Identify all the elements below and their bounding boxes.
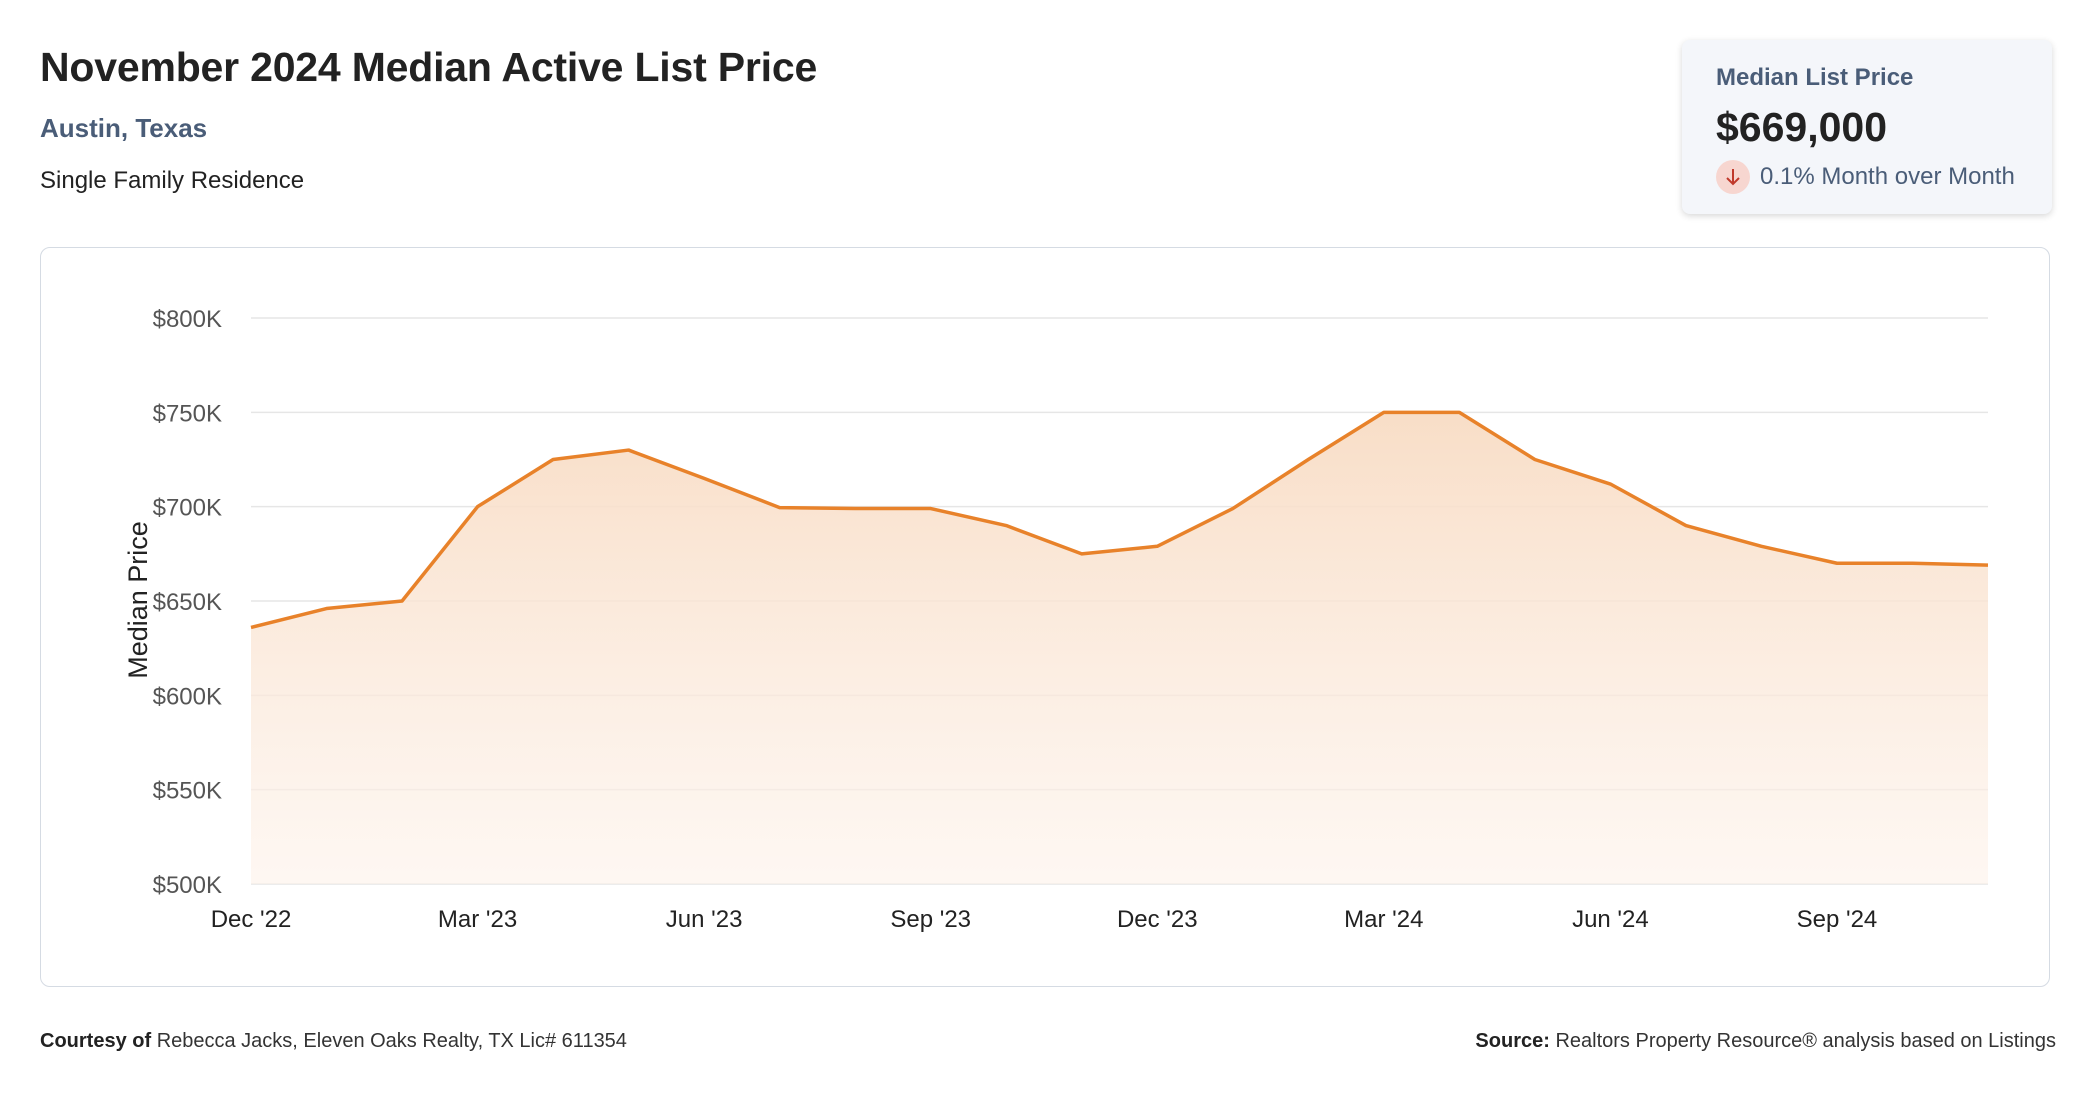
price-chart: $500K $550K $600K $650K $700K $750K $800K Dec … xyxy=(123,306,1989,933)
y-axis-label: Median Price xyxy=(123,521,153,679)
footer-source: Source: Realtors Property Resource® anal… xyxy=(1475,1030,2056,1053)
x-tick-label: Dec '22 xyxy=(211,906,292,933)
area-fill xyxy=(251,412,1988,884)
y-tick-label: $700K xyxy=(153,495,222,522)
y-tick-label: $650K xyxy=(153,589,222,616)
stat-change: 0.1% Month over Month xyxy=(1716,160,2015,194)
x-tick-label: Mar '23 xyxy=(438,906,517,933)
x-tick-label: Sep '24 xyxy=(1797,906,1878,933)
x-tick-label: Jun '24 xyxy=(1572,906,1649,933)
header: November 2024 Median Active List Price A… xyxy=(40,44,817,195)
y-tick-label: $800K xyxy=(153,306,222,333)
chart-container: $500K $550K $600K $650K $700K $750K $800K Dec … xyxy=(40,247,2050,987)
stat-change-text: 0.1% Month over Month xyxy=(1760,163,2015,190)
source-text: Realtors Property Resource® analysis bas… xyxy=(1555,1030,2056,1052)
y-tick-label: $600K xyxy=(153,683,222,710)
y-tick-label: $750K xyxy=(153,400,222,427)
property-type: Single Family Residence xyxy=(40,167,305,194)
location-subtitle: Austin, Texas xyxy=(40,113,208,143)
series-line xyxy=(250,410,1989,630)
source-label: Source: xyxy=(1475,1030,1550,1052)
stat-value: $669,000 xyxy=(1716,104,1888,150)
x-tick-label: Sep '23 xyxy=(890,906,971,933)
y-tick-label: $500K xyxy=(153,872,222,899)
x-tick-label: Dec '23 xyxy=(1117,906,1198,933)
median-list-price-card: Median List Price $669,000 0.1% Month ov… xyxy=(1682,40,2052,214)
x-tick-label: Jun '23 xyxy=(666,906,743,933)
courtesy-text: Rebecca Jacks, Eleven Oaks Realty, TX Li… xyxy=(156,1030,627,1052)
y-tick-label: $550K xyxy=(153,778,222,805)
stat-label: Median List Price xyxy=(1716,64,1914,91)
page-title: November 2024 Median Active List Price xyxy=(40,44,818,90)
footer-courtesy: Courtesy of Rebecca Jacks, Eleven Oaks R… xyxy=(40,1030,627,1053)
x-tick-label: Mar '24 xyxy=(1344,906,1423,933)
arrow-down-icon xyxy=(1716,160,1750,194)
courtesy-label: Courtesy of xyxy=(40,1030,152,1052)
